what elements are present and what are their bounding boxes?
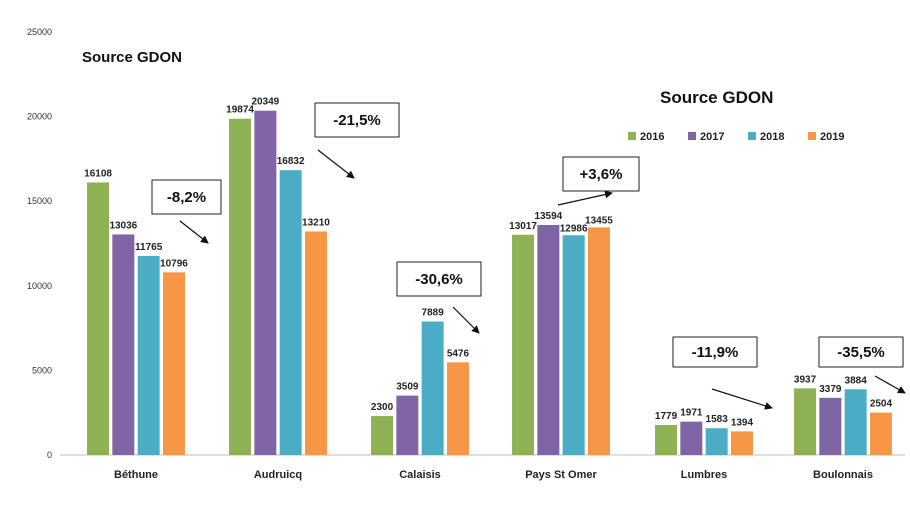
legend-swatch [628,132,636,140]
y-tick-label: 25000 [27,27,52,37]
category-labels-group: Béthune Audruicq Calaisis Pays St Omer Lumbr… [114,469,873,481]
bar [279,170,302,455]
change-arrow [557,190,613,206]
data-label: 13036 [109,220,137,231]
legend-label: 2016 [640,131,664,143]
data-label: 1779 [655,411,678,422]
legend-swatch [808,132,816,140]
data-label: 3509 [396,382,419,393]
change-callout-label: -11,9% [692,344,739,361]
bar [562,235,585,455]
change-arrow [452,306,480,334]
legend-label: 2017 [700,131,724,143]
bar [137,255,160,455]
axis-group: 0 5000 10000 15000 20000 25000 [27,27,905,460]
category-label: Calaisis [399,469,441,481]
bars-group [87,110,892,456]
data-label: 13594 [534,211,562,222]
bar [587,227,610,455]
category-label: Boulonnais [813,469,873,481]
category-label: Béthune [114,469,158,481]
bar [446,362,469,455]
y-tick-label: 15000 [27,196,52,206]
legend-label: 2019 [820,131,844,143]
change-callout-label: +3,6% [580,166,623,183]
bar [819,397,842,455]
change-arrow [874,375,906,394]
bar [112,234,135,455]
bar [844,389,867,455]
y-tick-label: 20000 [27,112,52,122]
bar [304,231,327,455]
change-arrow [711,388,773,410]
change-callout-label: -30,6% [415,271,463,288]
bar [705,428,728,455]
data-label: 1394 [731,417,754,428]
data-label: 13017 [509,221,537,232]
change-callout-box [151,179,222,215]
data-label: 16108 [84,168,112,179]
change-callout-label: -35,5% [837,344,885,361]
bar [371,416,394,455]
change-callout-box [672,336,758,368]
data-label: 10796 [160,258,188,269]
change-callout-box [314,102,400,138]
change-arrow [317,149,355,179]
data-label: 2300 [371,402,394,413]
y-tick-label: 10000 [27,281,52,291]
bar [512,234,535,455]
legend-label: 2018 [760,131,784,143]
source-label-top-left: Source GDON [82,49,182,66]
bar [396,395,419,455]
change-callout-box [562,156,640,192]
data-label: 20349 [251,97,279,108]
bar [162,272,185,455]
data-label: 3379 [819,384,842,395]
legend: 2016 2017 2018 2019 [628,131,844,143]
data-label: 1971 [680,408,703,419]
y-tick-label: 5000 [32,365,52,375]
category-label: Pays St Omer [525,469,597,481]
data-label: 5476 [447,348,470,359]
legend-swatch [688,132,696,140]
change-arrow [179,220,209,244]
bar [87,182,110,455]
bar [421,321,444,455]
bar [229,118,252,455]
data-label: 16832 [277,156,305,167]
bar [655,424,678,455]
data-label: 7889 [422,308,445,319]
change-callouts: -8,2% -21,5% -30,6% +3,6% -11,9% -35,5% [151,102,906,410]
bar [537,224,560,455]
bar [869,412,892,455]
bar [794,388,817,455]
data-label: 2504 [870,399,893,410]
data-label: 12986 [560,223,588,234]
bar [254,110,277,456]
y-tick-label: 0 [47,450,52,460]
data-label: 13210 [302,217,330,228]
category-label: Audruicq [254,469,302,481]
change-callout-box [396,261,482,297]
change-callout-label: -8,2% [167,189,206,206]
category-label: Lumbres [681,469,727,481]
data-label: 3884 [845,375,868,386]
bar [680,421,703,455]
bar [730,431,753,455]
source-label-right: Source GDON [660,88,773,107]
data-label: 3937 [794,374,817,385]
data-label: 19874 [226,105,254,116]
data-label: 1583 [706,414,729,425]
data-label: 13455 [585,215,613,226]
data-label: 11765 [135,242,163,253]
legend-swatch [748,132,756,140]
change-callout-label: -21,5% [333,112,381,129]
change-callout-box [818,336,904,368]
